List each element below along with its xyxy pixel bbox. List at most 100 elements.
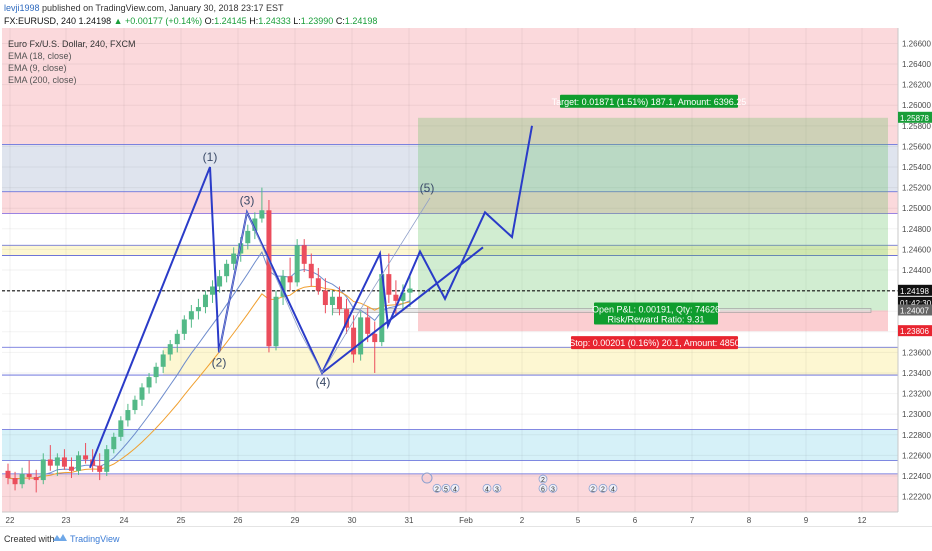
- price-tick-label: 1.22200: [902, 493, 931, 502]
- candle-body: [97, 465, 103, 472]
- stop-label-box: [571, 336, 738, 350]
- price-chart[interactable]: (1)(2)(3)(4)(5) 1.266001.264001.262001.2…: [0, 28, 932, 526]
- time-axis[interactable]: 22 23 24 25 26 29 30 31 Feb 2 5 6 7 8 9 12: [2, 511, 898, 525]
- event-marker-icon: [608, 483, 618, 493]
- candle-body: [393, 294, 399, 301]
- high-value: 1.24333: [258, 16, 291, 26]
- footer: Created with TradingView: [0, 526, 932, 551]
- gray-zone: [2, 144, 898, 192]
- target-label-box: [560, 94, 738, 108]
- price-tick-label: 1.26400: [902, 60, 931, 69]
- legend-ema-18[interactable]: EMA (18, close): [8, 51, 72, 61]
- price-tick-label: 1.23200: [902, 390, 931, 399]
- legend-title: Euro Fx/U.S. Dollar, 240, FXCM: [8, 39, 136, 49]
- price-tick-label: 1.25200: [902, 184, 931, 193]
- publish-text: published on TradingView.com, January 30…: [42, 3, 284, 13]
- price-tick-label: 1.25000: [902, 204, 931, 213]
- time-tick-label: 26: [234, 516, 243, 525]
- symbol-label[interactable]: FX:EURUSD, 240: [4, 16, 77, 26]
- candle-body: [111, 436, 117, 450]
- candle-body: [12, 478, 18, 485]
- price-tick-label: 1.23600: [902, 348, 931, 357]
- ema-18-line: [7, 285, 411, 480]
- event-marker-icon: [492, 483, 502, 493]
- candle-body: [308, 263, 314, 279]
- chart-header: levji1998 published on TradingView.com, …: [0, 0, 932, 28]
- candle-body: [294, 245, 300, 283]
- candle-body: [336, 296, 342, 310]
- candle-body: [210, 286, 216, 295]
- candle-body: [202, 294, 208, 308]
- event-flag-icon: [421, 472, 433, 484]
- target-price-tag: [898, 111, 932, 123]
- tradingview-brand[interactable]: TradingView: [70, 534, 120, 544]
- event-count: 3: [551, 486, 555, 493]
- stop-price-text: 1.23806: [900, 327, 929, 336]
- time-tick-label: 8: [747, 516, 752, 525]
- candle-body: [68, 466, 74, 471]
- time-tick-label: 23: [62, 516, 71, 525]
- legend-ema-200[interactable]: EMA (200, close): [8, 75, 77, 85]
- small-yellow-zone: [2, 245, 898, 256]
- target-price-text: 1.25878: [900, 114, 929, 123]
- candle-body: [407, 288, 413, 293]
- wave-label-3: (3): [240, 193, 255, 207]
- price-tick-label: 1.23000: [902, 410, 931, 419]
- time-tick-label: 24: [120, 516, 129, 525]
- candle-body: [372, 333, 378, 343]
- candle-body: [181, 319, 187, 334]
- candle-body: [160, 354, 166, 367]
- demand-zone: [163, 347, 898, 376]
- candle-body: [146, 377, 152, 388]
- support-zone-bottom: [2, 473, 898, 512]
- event-count: 4: [485, 486, 489, 493]
- candle-body: [273, 296, 279, 347]
- event-marker-icon: [598, 483, 608, 493]
- candle-body: [400, 292, 406, 301]
- author-link[interactable]: levji1998: [4, 3, 40, 13]
- legend-ema-9[interactable]: EMA (9, close): [8, 63, 67, 73]
- entry-price-tag: [898, 304, 932, 316]
- candle-body: [259, 210, 265, 219]
- resistance-zone-mid: [2, 191, 898, 214]
- created-with-text: Created with: [4, 534, 55, 544]
- candle-body: [351, 327, 357, 355]
- time-tick-label: 29: [291, 516, 300, 525]
- event-marker-icon: [548, 483, 558, 493]
- candle-body: [83, 455, 89, 460]
- last-price-text: 1.24198: [900, 287, 929, 296]
- price-tick-label: 1.25800: [902, 122, 931, 131]
- event-count: 2: [435, 486, 439, 493]
- candle-body: [266, 210, 272, 347]
- support-zone-cyan: [2, 429, 898, 461]
- open-label: O:: [204, 16, 215, 26]
- high-label: H:: [249, 16, 259, 26]
- event-marker-icon: [588, 483, 598, 493]
- candle-body: [301, 245, 307, 264]
- candle-body: [329, 296, 335, 306]
- chart-legend: Euro Fx/U.S. Dollar, 240, FXCM EMA (18, …: [8, 39, 136, 85]
- candle-body: [386, 274, 392, 295]
- candle-body: [217, 276, 223, 287]
- candle-body: [76, 455, 82, 471]
- event-count: 4: [453, 486, 457, 493]
- price-tick-label: 1.22800: [902, 431, 931, 440]
- time-tick-label: 12: [858, 516, 867, 525]
- price-axis[interactable]: 1.26600 1.26400 1.26200 1.26000 1.25800 1.256…: [897, 28, 932, 512]
- event-count: 2: [601, 486, 605, 493]
- candle-body: [47, 459, 53, 466]
- candle-body: [26, 473, 32, 477]
- candle-body: [125, 410, 131, 421]
- candle-body: [5, 470, 11, 479]
- event-marker-icon: [450, 483, 460, 493]
- close-value: 1.24198: [344, 16, 378, 26]
- pnl-label-box: [594, 302, 718, 325]
- candle-body: [231, 253, 237, 264]
- event-count: 4: [611, 486, 615, 493]
- candle-body: [132, 399, 138, 411]
- price-tick-label: 1.22400: [902, 472, 931, 481]
- candle-body: [280, 276, 286, 297]
- event-marker-icon: [538, 483, 548, 493]
- candle-body: [224, 263, 230, 277]
- stop-price-tag: [898, 325, 932, 337]
